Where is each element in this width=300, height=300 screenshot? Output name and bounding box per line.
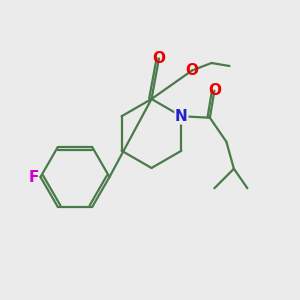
Text: O: O bbox=[185, 63, 199, 78]
Text: O: O bbox=[208, 83, 221, 98]
Text: N: N bbox=[175, 109, 188, 124]
Text: F: F bbox=[29, 169, 39, 184]
Text: O: O bbox=[152, 51, 166, 66]
